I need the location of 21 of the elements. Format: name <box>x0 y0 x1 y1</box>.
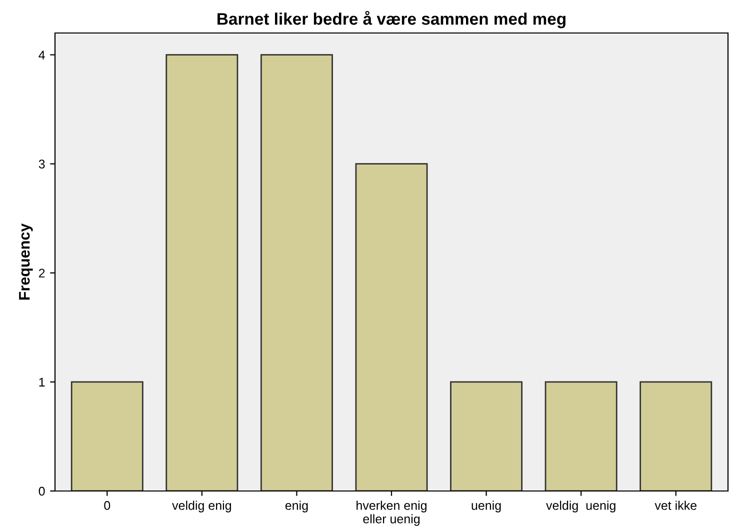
x-tick-label: uenig <box>472 500 501 512</box>
x-tick-label: veldig uenig <box>546 500 616 512</box>
x-tick-label: veldig enig <box>172 500 231 512</box>
y-tick-label: 0 <box>38 486 45 496</box>
bar <box>640 381 712 491</box>
x-tick-label: hverken enig eller uenig <box>356 500 426 526</box>
x-tick-label: enig <box>285 500 308 512</box>
bar <box>450 381 523 491</box>
y-tick-label: 1 <box>39 378 45 386</box>
y-tick-label: 3 <box>38 160 45 169</box>
y-tick-label: 2 <box>38 268 45 278</box>
x-tick-label: vet ikke <box>654 500 696 510</box>
x-tick-label: 0 <box>104 501 110 510</box>
bar <box>70 381 144 491</box>
chart-title: Barnet liker bedre å være sammen med meg <box>218 10 566 28</box>
y-tick-label: 4 <box>38 50 45 60</box>
bar <box>166 54 238 491</box>
y-axis-title: Frequency <box>19 223 33 300</box>
bar <box>260 54 333 491</box>
bar <box>544 381 618 491</box>
bar <box>355 163 428 491</box>
